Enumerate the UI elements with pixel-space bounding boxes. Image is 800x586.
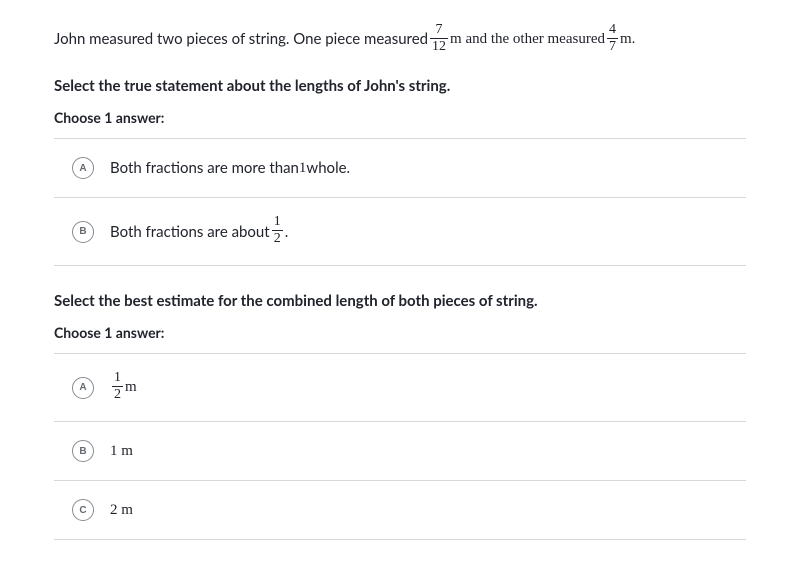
q1-option-b-text: Both fractions are about 1 2 . [110,216,288,247]
q2-option-b-text: 1 m [110,443,133,460]
q1-option-b[interactable]: B Both fractions are about 1 2 . [54,197,746,266]
q1-option-a-text: Both fractions are more than 1 whole. [110,159,350,177]
fraction-7-12: 7 12 [430,23,448,54]
q2-option-c[interactable]: C 2 m [54,480,746,540]
question-intro: John measured two pieces of string. One … [54,24,635,55]
intro-segment-1: John measured two pieces of string. One … [54,29,428,50]
radio-letter-a: A [72,377,94,399]
q1-prompt: Select the true statement about the leng… [54,77,746,95]
intro-segment-2: m and the other measured [450,29,605,50]
radio-letter-b: B [72,440,94,462]
intro-segment-3: m. [620,29,635,50]
fraction-4-7: 4 7 [607,23,618,54]
q2-option-b[interactable]: B 1 m [54,421,746,480]
q2-choose-label: Choose 1 answer: [54,324,746,341]
radio-letter-b: B [72,221,94,243]
q2-prompt: Select the best estimate for the combine… [54,292,746,310]
q1-options: A Both fractions are more than 1 whole. … [54,138,746,266]
q2-options: A 1 2 m B 1 m C 2 m [54,353,746,540]
q1-option-a[interactable]: A Both fractions are more than 1 whole. [54,138,746,197]
radio-letter-c: C [72,499,94,521]
q1-choose-label: Choose 1 answer: [54,109,746,126]
q2-option-c-text: 2 m [110,502,133,519]
q2-option-a[interactable]: A 1 2 m [54,353,746,421]
fraction-1-2-unit: 1 2 [112,371,123,402]
q2-option-a-text: 1 2 m [110,372,137,403]
radio-letter-a: A [72,157,94,179]
fraction-1-2: 1 2 [272,215,283,246]
